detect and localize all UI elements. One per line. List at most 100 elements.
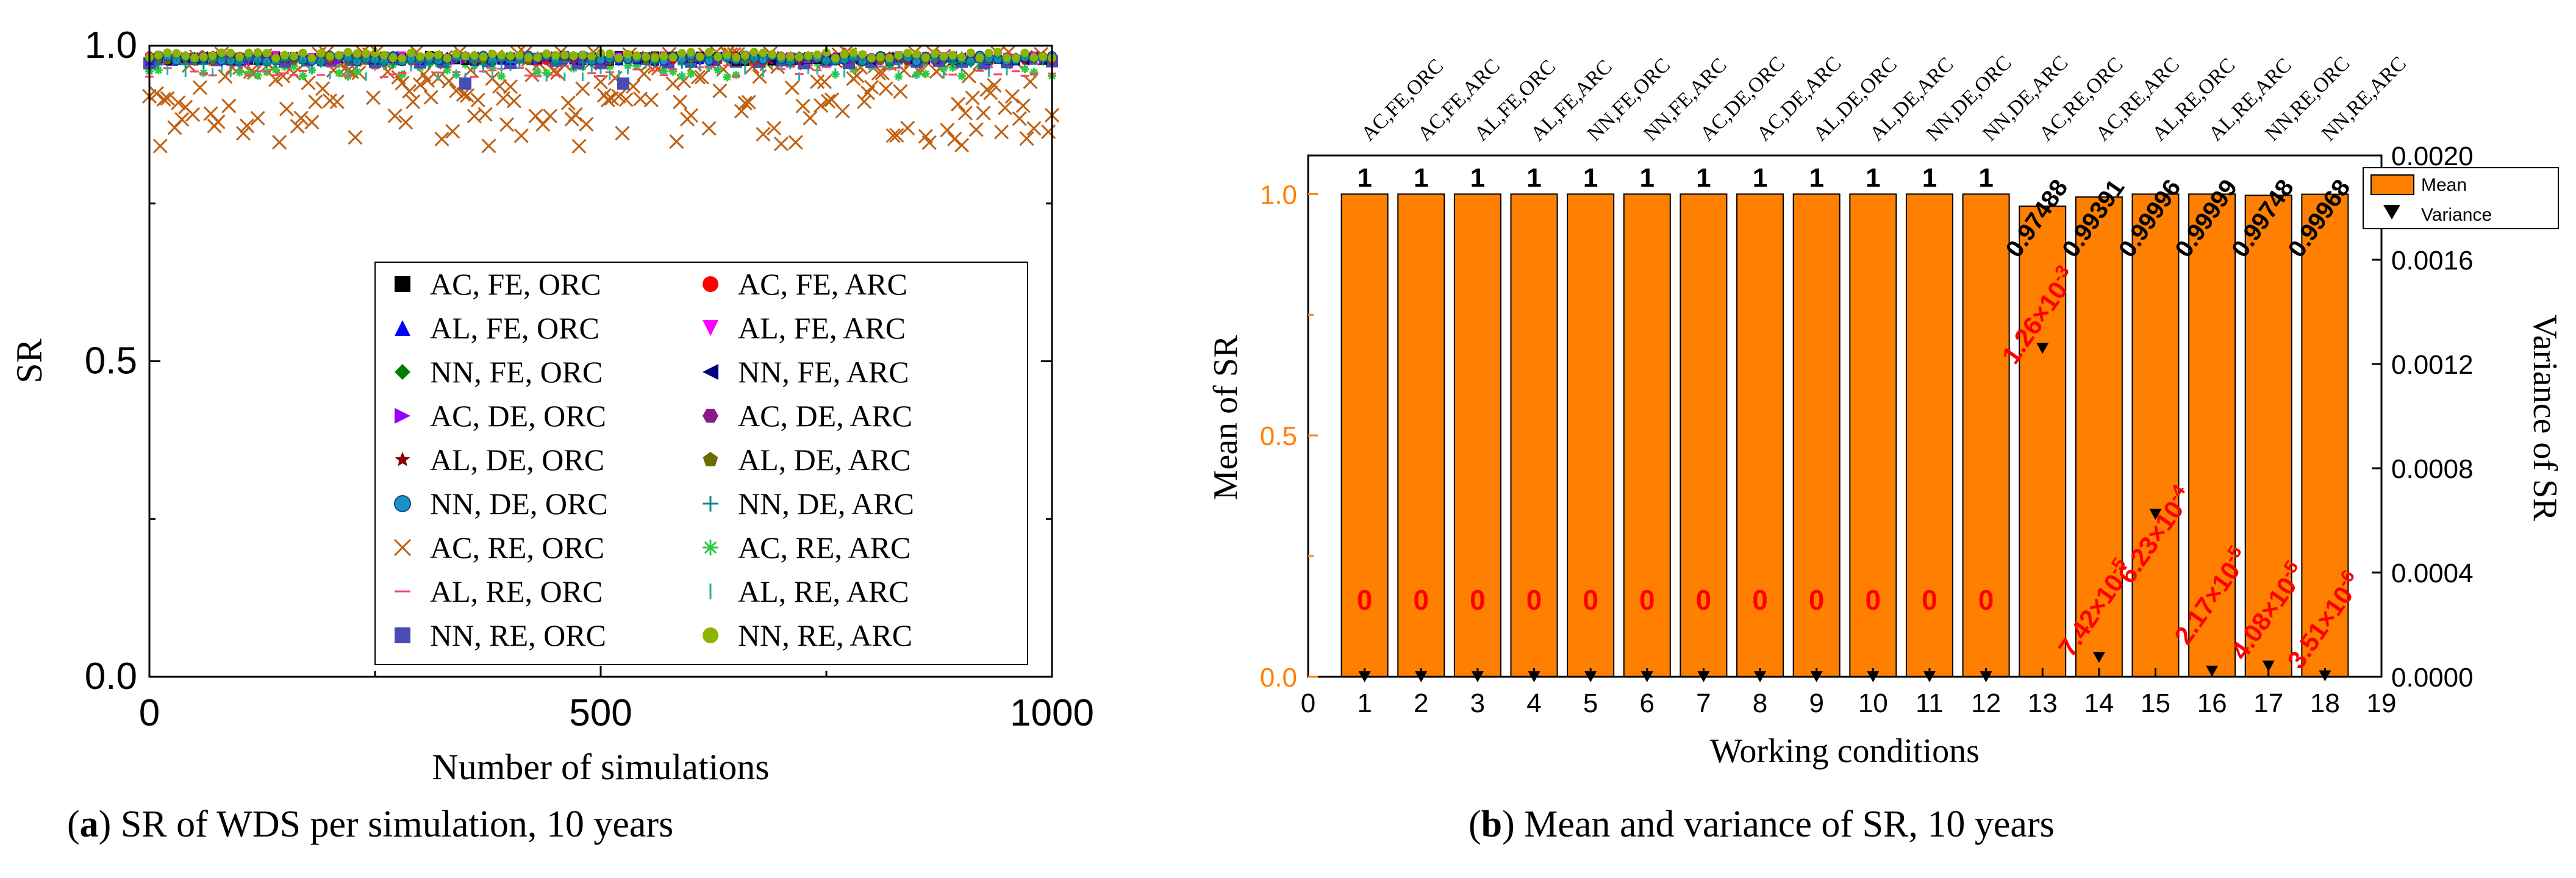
data-point (623, 50, 632, 59)
mean-value-label: 1 (1470, 163, 1485, 193)
data-point (281, 51, 289, 60)
data-point (673, 95, 688, 110)
data-point (984, 48, 993, 57)
x-tick-label: 9 (1809, 688, 1823, 718)
mean-bar (1680, 193, 1728, 678)
data-point (154, 66, 163, 75)
data-point (371, 57, 379, 66)
data-point (398, 115, 413, 130)
data-point (434, 131, 449, 147)
data-point (921, 135, 937, 150)
data-point (1004, 89, 1020, 104)
data-point (618, 92, 634, 107)
data-point (740, 51, 750, 60)
data-point (795, 98, 810, 113)
data-point (160, 91, 175, 106)
legend-marker-icon (395, 627, 410, 643)
caption-b-letter: b (1481, 804, 1502, 845)
data-point (734, 104, 749, 119)
data-point (921, 70, 930, 79)
data-point (1029, 52, 1039, 62)
data-point (831, 54, 840, 63)
legend-marker-icon (703, 627, 718, 643)
data-point (560, 95, 576, 110)
data-point (600, 92, 615, 108)
x-tick-label: 8 (1753, 688, 1767, 718)
data-point (481, 138, 496, 154)
data-point (659, 52, 668, 61)
variance-value-label: 0 (1978, 584, 1994, 616)
data-point (756, 127, 771, 142)
data-point (966, 59, 975, 68)
mean-value-label: 1 (1866, 163, 1880, 193)
legend-swatch-mean (2370, 174, 2414, 195)
y-tick-label: 0.5 (85, 340, 137, 382)
data-point (975, 53, 984, 62)
data-point (894, 51, 903, 60)
mean-value-label: 1 (1809, 163, 1823, 193)
x-tick-label: 2 (1414, 688, 1428, 718)
data-point (737, 96, 753, 111)
panel-a-legend-box (374, 262, 1028, 665)
data-point (416, 52, 424, 61)
mean-bar (1962, 193, 2010, 678)
data-point (983, 85, 998, 101)
data-point (951, 96, 966, 112)
data-point (587, 52, 596, 61)
data-point (551, 58, 560, 67)
data-point (268, 72, 284, 87)
data-point (304, 115, 320, 130)
mean-bar (1623, 193, 1671, 678)
x-tick-label: 13 (2028, 688, 2058, 718)
legend-marker-icon (703, 496, 718, 512)
data-point (1012, 111, 1027, 126)
data-point (174, 112, 190, 127)
data-point (814, 98, 829, 113)
data-point (994, 124, 1009, 140)
left-y-tick-label: 0.0 (1260, 663, 1297, 693)
data-point (424, 59, 434, 68)
variance-value-label: 0 (1752, 584, 1768, 616)
data-point (768, 50, 777, 59)
data-point (961, 68, 976, 84)
data-point (488, 63, 497, 73)
data-point (930, 49, 939, 58)
legend-label: AC, FE, ORC (430, 267, 601, 301)
data-point (272, 135, 287, 150)
data-point (767, 121, 782, 136)
data-point (889, 127, 904, 143)
data-point (687, 59, 695, 68)
data-point (669, 134, 684, 149)
legend-marker-icon (395, 276, 410, 292)
data-point (795, 52, 804, 62)
variance-marker (2036, 343, 2049, 354)
mean-value-label: 1 (1753, 163, 1767, 193)
data-point (461, 51, 470, 60)
data-point (315, 81, 331, 96)
data-point (578, 58, 587, 67)
data-point (858, 50, 867, 59)
caption-b: (b) Mean and variance of SR, 10 years (1469, 804, 2055, 845)
data-point (957, 105, 973, 121)
data-point (262, 49, 271, 58)
data-point (253, 71, 262, 80)
data-point (412, 77, 428, 93)
data-point (579, 116, 594, 132)
data-point (423, 90, 438, 105)
legend-label: AL, FE, ORC (430, 311, 599, 345)
data-point (406, 94, 421, 109)
data-point (301, 75, 316, 90)
mean-bar (1510, 193, 1558, 678)
data-point (379, 59, 388, 68)
data-point (857, 94, 872, 109)
legend-marker-icon (394, 495, 411, 512)
data-point (712, 83, 728, 98)
data-point (605, 62, 614, 71)
data-point (605, 49, 614, 59)
variance-value-label: 0 (1526, 584, 1542, 616)
data-point (488, 49, 497, 59)
left-y-tick-label: 0.5 (1260, 421, 1297, 451)
data-point (966, 48, 975, 57)
data-point (443, 54, 452, 63)
